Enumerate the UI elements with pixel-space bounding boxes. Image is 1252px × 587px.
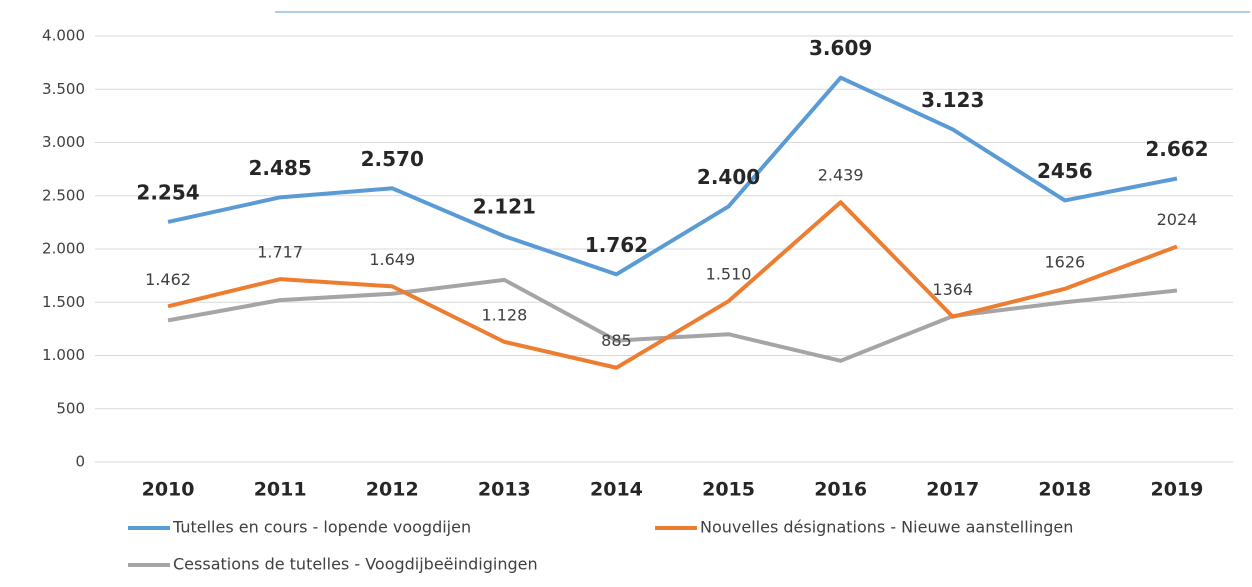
x-tick-label: 2016 [814,479,867,501]
legend-label: Cessations de tutelles - Voogdijbeëindig… [173,555,538,574]
data-label: 1.762 [585,233,648,257]
y-tick-label: 1.000 [42,346,85,364]
data-label: 3.609 [809,36,872,60]
data-label: 2.485 [249,156,312,180]
data-label: 2.662 [1145,137,1208,161]
data-label: 2.121 [473,195,536,219]
y-tick-label: 3.000 [42,133,85,151]
data-label: 2.254 [136,180,199,204]
data-label: 1.128 [481,305,527,324]
x-tick-label: 2017 [926,479,979,501]
data-label: 3.123 [921,88,984,112]
x-tick-label: 2015 [702,479,755,501]
data-label: 885 [601,331,632,350]
series-line [167,200,1178,370]
data-label: 2024 [1157,210,1198,229]
x-tick-label: 2014 [590,479,643,501]
x-tick-label: 2011 [254,479,307,501]
data-label: 2456 [1037,159,1093,183]
x-tick-label: 2018 [1038,479,1091,501]
y-tick-label: 1.500 [42,293,85,311]
data-label: 1.717 [257,243,303,262]
data-label: 1.510 [706,265,752,284]
data-label: 2.400 [697,165,760,189]
legend-label: Nouvelles désignations - Nieuwe aanstell… [700,518,1073,537]
x-tick-label: 2019 [1151,479,1204,501]
series-line [167,277,1178,363]
y-tick-label: 500 [56,399,85,417]
data-label: 1.649 [369,250,415,269]
series-line [167,75,1178,277]
y-tick-label: 0 [75,453,85,471]
data-label: 2.570 [361,147,424,171]
y-tick-label: 2.000 [42,240,85,258]
data-label: 2.439 [818,166,864,185]
x-tick-label: 2010 [142,479,195,501]
data-label: 1.462 [145,270,191,289]
data-label: 1626 [1044,252,1085,271]
y-tick-label: 4.000 [42,27,85,45]
y-tick-label: 3.500 [42,80,85,98]
data-label: 1364 [932,280,973,299]
legend-label: Tutelles en cours - lopende voogdijen [172,518,471,537]
y-tick-label: 2.500 [42,186,85,204]
x-tick-label: 2013 [478,479,531,501]
x-tick-label: 2012 [366,479,419,501]
